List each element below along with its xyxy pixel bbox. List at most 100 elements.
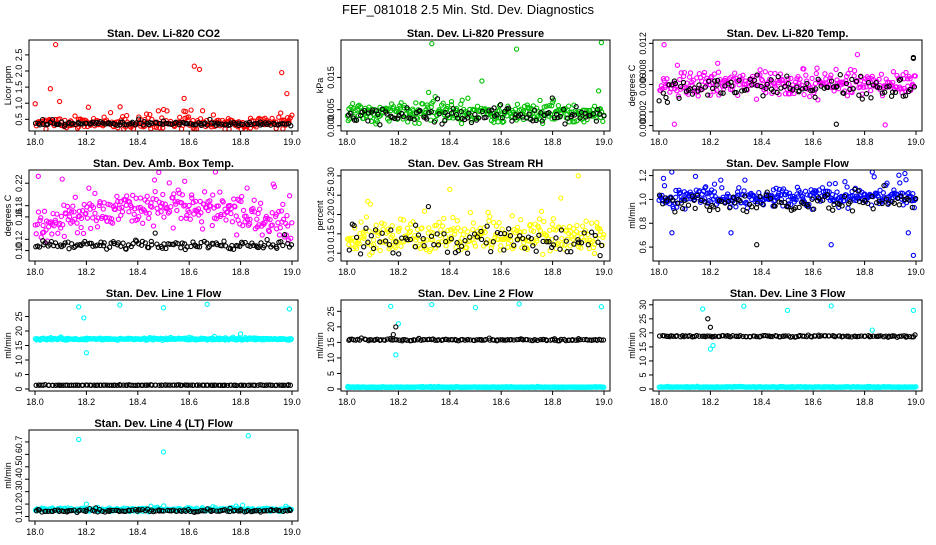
data-point-black <box>799 86 806 92</box>
data-point-black <box>753 205 760 211</box>
data-point-magenta <box>49 231 55 237</box>
points-layer <box>656 303 919 391</box>
data-point-blue <box>797 189 803 196</box>
data-point-magenta <box>276 232 283 238</box>
data-point-black <box>205 245 211 251</box>
y-tick-label: 0.18 <box>14 197 24 215</box>
data-point-black <box>390 250 396 256</box>
y-tick-label: 0.6 <box>14 448 24 461</box>
data-point-black <box>66 246 72 252</box>
data-point-magenta <box>695 93 701 99</box>
data-point-yellow <box>427 246 434 253</box>
data-point-black <box>564 249 570 255</box>
y-tick-label: 0.5 <box>14 113 24 126</box>
data-point-magenta <box>770 80 777 87</box>
data-point-black <box>716 333 723 340</box>
data-point-green <box>440 100 446 106</box>
data-point-magenta <box>134 216 141 223</box>
data-point-black <box>856 333 862 340</box>
data-point-black <box>557 246 563 252</box>
data-point-magenta <box>159 200 165 207</box>
data-point-black <box>821 85 827 91</box>
data-point-black <box>876 85 883 91</box>
data-point-green <box>355 112 362 119</box>
data-point-magenta <box>172 199 178 205</box>
data-point-black <box>889 89 896 95</box>
data-point-magenta <box>178 215 184 222</box>
data-point-black <box>426 109 432 116</box>
data-point-black <box>177 120 183 126</box>
data-point-black <box>478 236 485 243</box>
x-tick-label: 18.4 <box>753 397 771 407</box>
data-point-black <box>862 333 868 339</box>
data-point-black <box>656 192 663 198</box>
data-point-black <box>656 98 662 104</box>
data-point-black <box>58 119 65 125</box>
data-point-black <box>532 337 538 343</box>
data-point-magenta <box>244 185 250 191</box>
y-tick-label: 0.25 <box>326 186 336 204</box>
data-point-black <box>736 77 742 83</box>
data-point-black <box>35 121 42 127</box>
data-point-black <box>514 237 521 243</box>
data-point-blue <box>775 192 781 198</box>
data-point-green <box>526 105 532 111</box>
data-point-magenta <box>740 72 746 78</box>
data-point-black <box>416 108 422 114</box>
data-point-magenta <box>845 71 851 77</box>
x-tick-label: 18.6 <box>492 397 510 407</box>
data-point-magenta <box>165 210 172 216</box>
data-point-magenta <box>43 227 49 233</box>
outlier-point-red <box>196 66 203 73</box>
y-tick-label: 15 <box>14 340 24 350</box>
y-tick-label: 0.10 <box>326 244 336 262</box>
outlier-point-cyan <box>160 449 167 455</box>
outlier-point-black <box>833 121 839 127</box>
data-point-black <box>130 241 136 247</box>
data-point-yellow <box>454 218 460 224</box>
data-point-magenta <box>92 210 98 216</box>
data-point-black <box>198 122 204 129</box>
data-point-yellow <box>467 209 474 216</box>
data-point-black <box>785 80 792 87</box>
chart-title: Stan. Dev. Li-820 Temp. <box>727 28 849 40</box>
data-point-black <box>680 79 687 86</box>
y-tick-label: 20 <box>326 322 336 332</box>
data-point-green <box>566 103 572 109</box>
data-point-magenta <box>61 233 67 240</box>
data-point-blue <box>844 184 850 190</box>
data-point-magenta <box>284 212 290 219</box>
y-tick-label: 0.12 <box>14 231 24 249</box>
data-point-green <box>416 120 422 127</box>
data-point-magenta <box>801 91 807 98</box>
data-point-black <box>476 337 482 343</box>
data-point-black <box>758 83 764 90</box>
data-point-magenta <box>259 232 265 238</box>
data-point-magenta <box>677 76 683 83</box>
data-point-black <box>597 111 603 117</box>
data-point-yellow <box>436 219 442 226</box>
data-point-black <box>882 89 888 95</box>
data-point-magenta <box>783 81 790 87</box>
data-point-yellow <box>580 223 586 229</box>
data-point-black <box>497 337 504 343</box>
y-tick-label: 15 <box>638 342 648 352</box>
data-point-magenta <box>780 77 786 84</box>
data-point-magenta <box>878 71 885 77</box>
data-point-magenta <box>197 198 203 205</box>
data-point-green <box>514 101 521 107</box>
data-point-magenta <box>150 223 157 229</box>
data-point-black <box>841 90 847 96</box>
y-tick-label: 0.1 <box>14 510 24 523</box>
data-point-black <box>830 207 836 213</box>
data-point-black <box>160 121 166 127</box>
data-point-magenta <box>161 214 167 220</box>
outlier-point-blue <box>905 230 911 236</box>
plot-frame <box>28 39 299 132</box>
data-point-black <box>888 93 895 99</box>
data-point-black <box>204 240 210 246</box>
data-point-yellow <box>574 222 580 229</box>
data-point-black <box>377 239 383 245</box>
data-point-magenta <box>166 209 173 215</box>
y-tick-label: 10 <box>326 353 336 363</box>
